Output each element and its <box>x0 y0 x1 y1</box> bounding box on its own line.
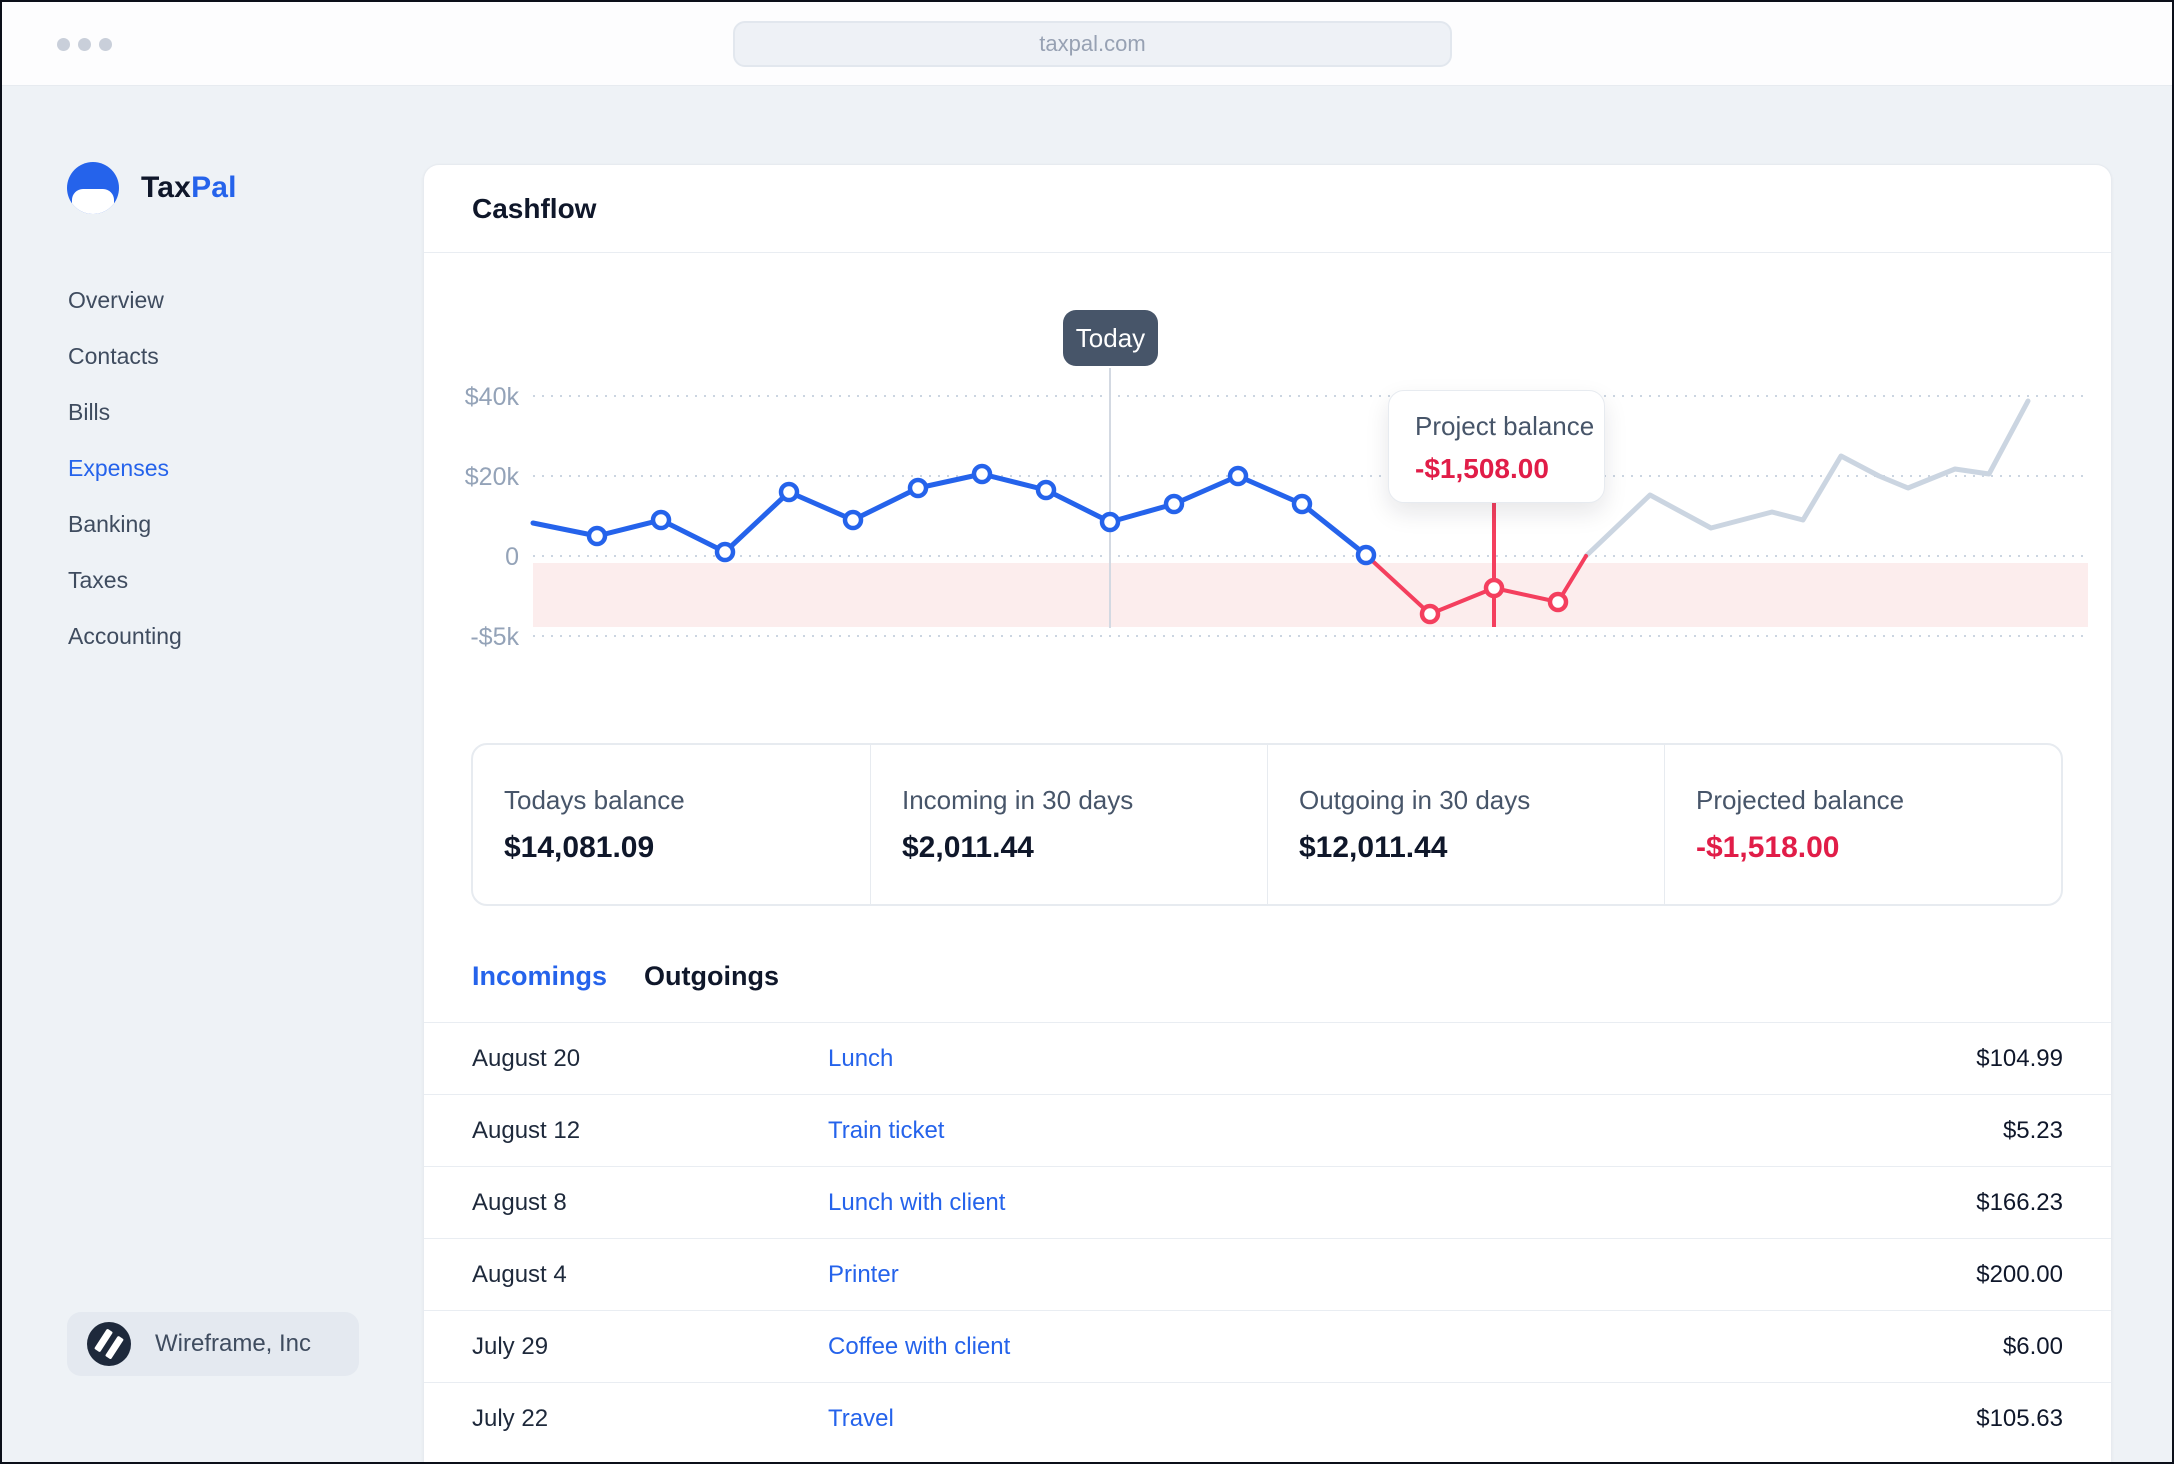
stat-label: Outgoing in 30 days <box>1299 784 1531 815</box>
sidebar-item-bills[interactable]: Bills <box>68 398 111 425</box>
window-dot-icon[interactable] <box>57 38 70 51</box>
transaction-date: July 29 <box>472 1332 549 1360</box>
transaction-link[interactable]: Train ticket <box>828 1116 945 1144</box>
transaction-date: August 4 <box>472 1260 567 1288</box>
stat-value: $12,011.44 <box>1299 830 1448 864</box>
table-row: August 4 Printer $200.00 <box>424 1238 2111 1310</box>
sidebar-item-accounting[interactable]: Accounting <box>68 622 182 649</box>
table-row: July 22 Travel $105.63 <box>424 1382 2111 1454</box>
table-row: August 20 Lunch $104.99 <box>424 1022 2111 1094</box>
svg-text:$20k: $20k <box>465 463 520 491</box>
transaction-link[interactable]: Lunch with client <box>828 1188 1006 1216</box>
address-bar[interactable]: taxpal.com <box>733 21 1452 67</box>
organization-switcher[interactable]: Wireframe, Inc <box>67 1312 359 1376</box>
taxpal-logo-icon <box>67 162 119 214</box>
transaction-link[interactable]: Lunch <box>828 1044 894 1072</box>
tab-outgoings[interactable]: Outgoings <box>644 961 779 991</box>
transaction-amount: $6.00 <box>2002 1332 2063 1360</box>
svg-text:$40k: $40k <box>465 383 520 411</box>
sidebar-item-overview[interactable]: Overview <box>68 286 164 313</box>
svg-text:-$5k: -$5k <box>470 623 519 651</box>
sidebar-nav: Overview Contacts Bills Expenses Banking… <box>68 272 182 664</box>
stat-value: -$1,518.00 <box>1696 830 1840 864</box>
today-marker-label: Today <box>1075 322 1146 353</box>
svg-text:0: 0 <box>505 543 519 571</box>
sidebar-item-contacts[interactable]: Contacts <box>68 342 159 369</box>
summary-stats: Todays balance $14,081.09 Incoming in 30… <box>471 743 2063 906</box>
wireframe-logo-icon <box>87 1322 131 1366</box>
table-row: August 8 Lunch with client $166.23 <box>424 1166 2111 1238</box>
project-balance-tooltip: Project balance -$1,508.00 <box>1388 390 1605 503</box>
transactions-table: August 20 Lunch $104.99 August 12 Train … <box>424 1022 2111 1454</box>
transaction-link[interactable]: Printer <box>828 1260 899 1288</box>
address-bar-url: taxpal.com <box>1039 31 1146 56</box>
cashflow-chart-canvas: $40k $20k 0 -$5k <box>465 368 2088 651</box>
panel-header: Cashflow <box>424 165 2111 253</box>
cashflow-chart: $40k $20k 0 -$5k Today Project balance -$1,… <box>424 253 2113 723</box>
sidebar-item-banking[interactable]: Banking <box>68 510 152 537</box>
stat-value: $2,011.44 <box>902 830 1034 864</box>
stat-todays-balance: Todays balance $14,081.09 <box>473 745 870 904</box>
transaction-link[interactable]: Travel <box>828 1404 894 1432</box>
brand-logo[interactable]: TaxPal <box>67 162 237 214</box>
transaction-date: August 12 <box>472 1116 581 1144</box>
organization-name: Wireframe, Inc <box>155 1330 312 1357</box>
transaction-amount: $104.99 <box>1976 1044 2063 1072</box>
stat-incoming-30-days: Incoming in 30 days $2,011.44 <box>870 745 1267 904</box>
table-row: August 12 Train ticket $5.23 <box>424 1094 2111 1166</box>
tooltip-label: Project balance <box>1415 411 1595 441</box>
stat-projected-balance: Projected balance -$1,518.00 <box>1664 745 2061 904</box>
transaction-amount: $105.63 <box>1976 1404 2063 1432</box>
stat-value: $14,081.09 <box>504 830 655 864</box>
stat-label: Todays balance <box>504 784 685 815</box>
transaction-date: July 22 <box>472 1404 549 1432</box>
stat-label: Incoming in 30 days <box>902 784 1134 815</box>
tooltip-value: -$1,508.00 <box>1415 453 1549 484</box>
stat-label: Projected balance <box>1696 784 1905 815</box>
page-title: Cashflow <box>472 192 597 224</box>
window-controls[interactable] <box>57 38 112 51</box>
transaction-amount: $166.23 <box>1976 1188 2063 1216</box>
table-row: July 29 Coffee with client $6.00 <box>424 1310 2111 1382</box>
cashflow-panel: Cashflow $40k $20k 0 -$5k Today Project bal… <box>423 164 2113 1462</box>
window-dot-icon[interactable] <box>99 38 112 51</box>
window-dot-icon[interactable] <box>78 38 91 51</box>
transaction-amount: $200.00 <box>1976 1260 2063 1288</box>
today-marker-badge: Today <box>1063 310 1158 366</box>
stat-outgoing-30-days: Outgoing in 30 days $12,011.44 <box>1267 745 1664 904</box>
transaction-date: August 20 <box>472 1044 581 1072</box>
sidebar-item-expenses[interactable]: Expenses <box>68 454 170 481</box>
brand-name: TaxPal <box>141 171 237 204</box>
browser-bar: taxpal.com <box>2 2 2172 86</box>
transactions-tabs: Incomings Outgoings <box>472 961 2063 992</box>
tab-incomings[interactable]: Incomings <box>472 961 608 991</box>
transaction-date: August 8 <box>472 1188 567 1216</box>
sidebar-item-taxes[interactable]: Taxes <box>68 566 129 593</box>
transaction-link[interactable]: Coffee with client <box>828 1332 1011 1360</box>
transaction-amount: $5.23 <box>2002 1116 2063 1144</box>
